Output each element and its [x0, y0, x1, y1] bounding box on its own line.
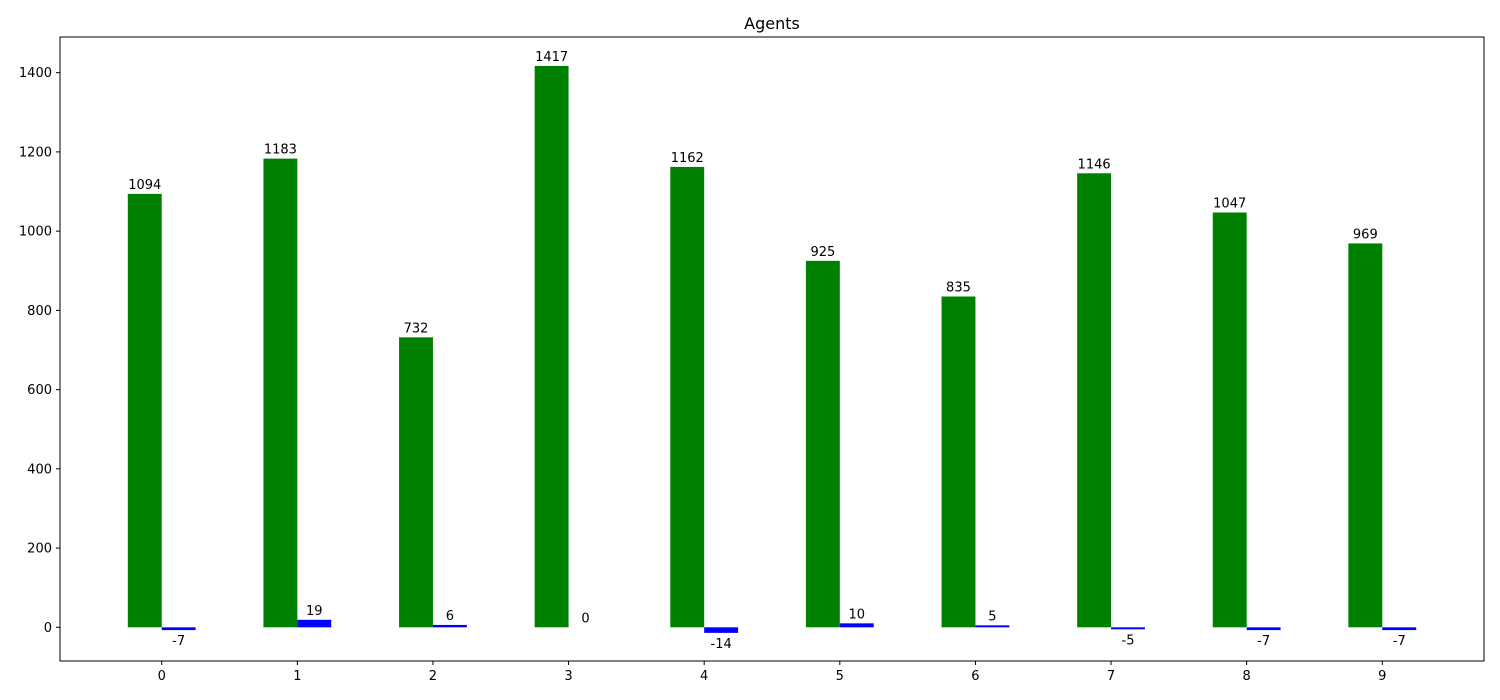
- y-tick-label-800: 800: [27, 304, 52, 319]
- x-tick-label-7: 7: [1107, 669, 1115, 684]
- x-tick-label-3: 3: [564, 669, 572, 684]
- bar-series0-2: [399, 337, 433, 628]
- bar-series1-1: [297, 619, 332, 628]
- y-tick-label-1200: 1200: [19, 145, 52, 160]
- bar-series1-7: [1111, 627, 1145, 630]
- y-tick-label-400: 400: [27, 462, 52, 477]
- data-label-series0-3: 1417: [535, 50, 568, 65]
- y-axis: 0 200 400 600 800 1000 1200 1400: [19, 66, 60, 636]
- x-tick-label-8: 8: [1243, 669, 1251, 684]
- bar-series0-3: [534, 65, 569, 628]
- plot-frame: [59, 36, 1485, 662]
- x-tick-label-5: 5: [836, 669, 844, 684]
- data-label-series0-4: 1162: [671, 151, 704, 166]
- data-label-series1-5: 10: [848, 607, 865, 622]
- data-label-series0-9: 969: [1353, 227, 1378, 242]
- bar-series1-8: [1246, 627, 1281, 631]
- y-tick-label-1400: 1400: [19, 66, 52, 81]
- data-label-series0-5: 925: [810, 245, 835, 260]
- data-label-series0-6: 835: [946, 281, 971, 296]
- y-tick-label-600: 600: [27, 383, 52, 398]
- data-label-series1-8: -7: [1257, 634, 1270, 649]
- y-tick-label-0: 0: [44, 621, 52, 636]
- x-tick-label-4: 4: [700, 669, 708, 684]
- data-label-series0-2: 732: [404, 321, 429, 336]
- data-label-series1-7: -5: [1122, 633, 1135, 648]
- bars-layer: [127, 65, 1417, 633]
- bar-series1-0: [161, 627, 196, 631]
- bar-series1-2: [432, 624, 467, 628]
- bar-series1-9: [1382, 627, 1417, 631]
- y-tick-label-1000: 1000: [19, 225, 52, 240]
- data-label-series0-8: 1047: [1213, 197, 1246, 212]
- bar-series1-5: [839, 623, 874, 628]
- data-label-series1-6: 5: [988, 609, 996, 624]
- chart-title: Agents: [744, 14, 800, 33]
- x-tick-label-0: 0: [158, 669, 166, 684]
- bar-series0-7: [1077, 173, 1112, 628]
- data-label-series1-2: 6: [446, 609, 454, 624]
- bar-series1-4: [704, 627, 739, 633]
- bar-series1-6: [975, 625, 1010, 628]
- bar-series0-9: [1348, 243, 1383, 628]
- data-label-series1-0: -7: [172, 634, 185, 649]
- y-tick-label-200: 200: [27, 542, 52, 557]
- x-axis: 0 1 2 3 4 5 6 7 8 9: [158, 661, 1386, 684]
- data-label-series1-1: 19: [306, 604, 323, 619]
- x-tick-label-6: 6: [971, 669, 979, 684]
- data-label-series0-7: 1146: [1078, 157, 1111, 172]
- data-labels-layer: 1094 1183 732 1417 1162 925 835 1146 1047 969 -7 19…: [128, 50, 1406, 652]
- bar-series0-5: [805, 260, 840, 628]
- bar-series0-6: [941, 296, 976, 628]
- data-label-series1-4: -14: [711, 637, 732, 652]
- bar-series0-0: [127, 193, 162, 628]
- x-tick-label-9: 9: [1378, 669, 1386, 684]
- x-tick-label-1: 1: [293, 669, 301, 684]
- bar-series0-8: [1212, 212, 1247, 628]
- x-tick-label-2: 2: [429, 669, 437, 684]
- data-label-series1-9: -7: [1393, 634, 1406, 649]
- bar-series0-4: [670, 166, 705, 628]
- data-label-series1-3: 0: [581, 611, 589, 626]
- data-label-series0-0: 1094: [128, 178, 161, 193]
- data-label-series0-1: 1183: [264, 143, 297, 158]
- bar-series0-1: [263, 158, 298, 628]
